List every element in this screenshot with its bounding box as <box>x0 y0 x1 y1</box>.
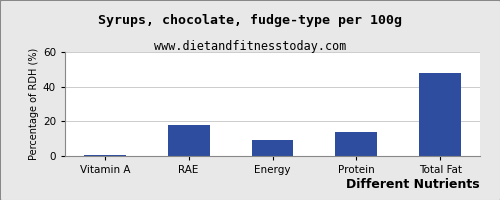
Bar <box>419 73 461 156</box>
X-axis label: Different Nutrients: Different Nutrients <box>346 178 480 191</box>
Bar <box>168 125 209 156</box>
Bar <box>252 140 294 156</box>
Text: www.dietandfitnesstoday.com: www.dietandfitnesstoday.com <box>154 40 346 53</box>
Y-axis label: Percentage of RDH (%): Percentage of RDH (%) <box>28 48 38 160</box>
Text: Syrups, chocolate, fudge-type per 100g: Syrups, chocolate, fudge-type per 100g <box>98 14 402 27</box>
Bar <box>84 155 126 156</box>
Bar <box>336 132 378 156</box>
